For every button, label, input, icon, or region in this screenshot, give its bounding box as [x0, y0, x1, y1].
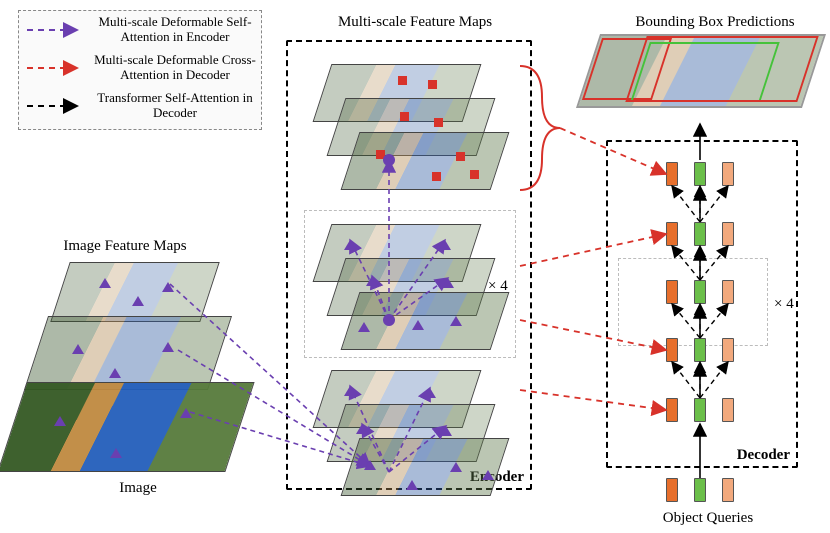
image-label: Image — [98, 480, 178, 497]
legend-arrow-black — [19, 87, 89, 125]
legend-text-decoder-crossattn: Multi-scale Deformable Cross-Attention i… — [89, 53, 261, 83]
decoder-token-3-mid — [694, 338, 706, 362]
decoder-x4: × 4 — [774, 296, 794, 313]
object-queries-label: Object Queries — [648, 510, 768, 527]
decoder-token-1-left — [666, 222, 678, 246]
decoder-token-0-left — [666, 162, 678, 186]
decoder-token-3-right — [722, 338, 734, 362]
encoder-fmap-2-2 — [341, 438, 510, 496]
legend-text-decoder-selfattn: Transformer Self-Attention in Decoder — [89, 91, 261, 121]
legend-arrow-red — [19, 49, 89, 87]
object-query-token-mid — [694, 478, 706, 502]
decoder-token-0-mid — [694, 162, 706, 186]
decoder-token-4-mid — [694, 398, 706, 422]
decoder-inner-gray-box — [618, 258, 768, 346]
multiscale-feature-maps-title: Multi-scale Feature Maps — [310, 14, 520, 31]
bbox-2 — [625, 36, 818, 102]
object-query-token-right — [722, 478, 734, 502]
decoder-token-1-mid — [694, 222, 706, 246]
legend-row-decoder-selfattn: Transformer Self-Attention in Decoder — [19, 87, 261, 125]
legend-row-decoder-crossattn: Multi-scale Deformable Cross-Attention i… — [19, 49, 261, 87]
legend-text-encoder-selfattn: Multi-scale Deformable Self-Attention in… — [89, 15, 261, 45]
decoder-token-2-left — [666, 280, 678, 304]
decoder-token-3-left — [666, 338, 678, 362]
object-query-token-left — [666, 478, 678, 502]
decoder-token-4-right — [722, 398, 734, 422]
bbox-predictions-title: Bounding Box Predictions — [610, 14, 820, 31]
encoder-fmap-0-2 — [341, 132, 510, 190]
legend-row-encoder-selfattn: Multi-scale Deformable Self-Attention in… — [19, 11, 261, 49]
decoder-token-2-right — [722, 280, 734, 304]
legend-arrow-purple — [19, 11, 89, 49]
decoder-token-1-right — [722, 222, 734, 246]
decoder-token-2-mid — [694, 280, 706, 304]
encoder-fmap-1-2 — [341, 292, 510, 350]
image-feature-maps-title: Image Feature Maps — [40, 238, 210, 255]
legend-box: Multi-scale Deformable Self-Attention in… — [18, 10, 262, 130]
decoder-token-0-right — [722, 162, 734, 186]
decoder-label: Decoder — [737, 447, 790, 464]
image-feature-map-2 — [0, 382, 255, 472]
image-feature-map-0 — [50, 262, 219, 322]
decoder-token-4-left — [666, 398, 678, 422]
image-feature-map-1 — [24, 316, 232, 390]
